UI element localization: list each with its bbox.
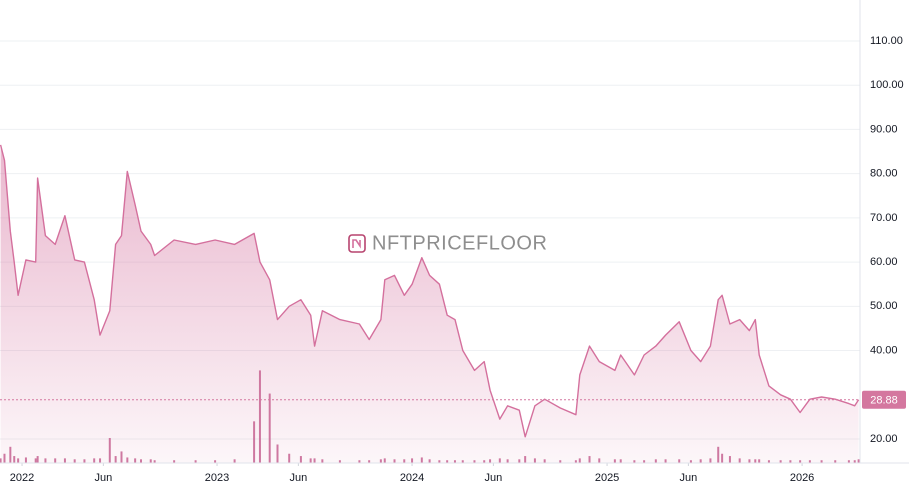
x-tick-label: 2026: [790, 472, 814, 484]
y-tick-label: 100.00: [870, 79, 904, 91]
x-tick-label: Jun: [680, 472, 698, 484]
area-fill: [0, 144, 859, 463]
price: [0, 144, 860, 463]
x-tick-label: 2024: [400, 472, 424, 484]
y-tick-label: 20.00: [870, 433, 898, 445]
y-tick-label: 50.00: [870, 300, 898, 312]
watermark: NFTPRICEFLOOR: [348, 232, 547, 254]
y-tick-label: 70.00: [870, 212, 898, 224]
x-tick-label: Jun: [94, 472, 112, 484]
current-price-label: 28.88: [870, 395, 898, 407]
x-tick-label: Jun: [289, 472, 307, 484]
watermark-text: NFTPRICEFLOOR: [372, 232, 547, 254]
watermark-icon-mark: [352, 239, 361, 249]
y-tick-label: 110.00: [870, 35, 903, 47]
x-tick-label: 2023: [205, 472, 229, 484]
y-tick-label: 80.00: [870, 168, 898, 180]
price-line: [0, 144, 860, 438]
y-tick-label: 40.00: [870, 344, 898, 356]
x-tick-label: Jun: [485, 472, 503, 484]
y-tick-label: 90.00: [870, 123, 898, 135]
x-tick-label: 2022: [10, 472, 34, 484]
watermark-icon: [348, 234, 366, 253]
y-tick-label: 60.00: [870, 256, 898, 268]
volume-bar: [857, 459, 860, 463]
x-tick-label: 2025: [595, 472, 619, 484]
current-price-box: [862, 390, 906, 409]
